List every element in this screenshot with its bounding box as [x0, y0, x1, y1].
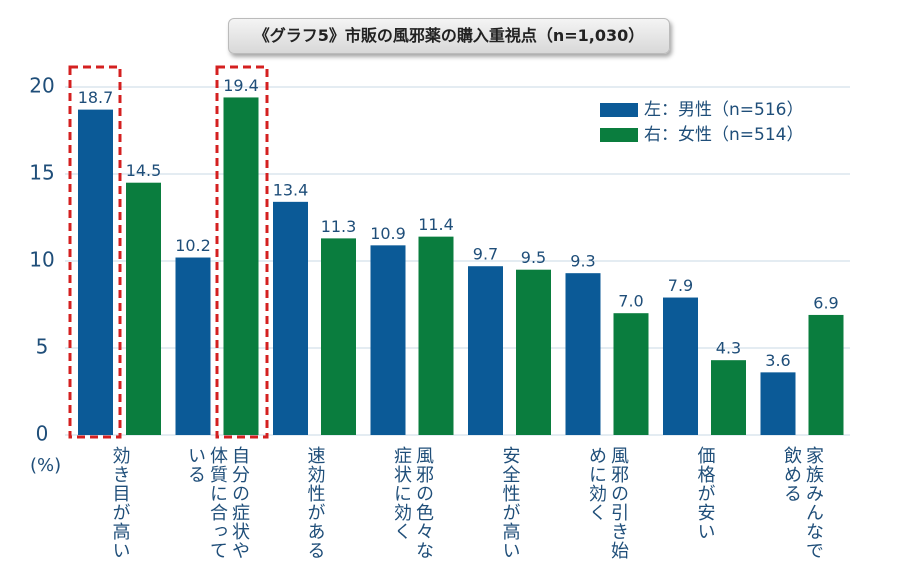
value-label: 19.4 [223, 76, 259, 95]
bar [663, 297, 698, 435]
y-tick-label: 20 [29, 74, 54, 98]
value-label: 10.9 [370, 224, 406, 243]
value-label: 18.7 [78, 88, 114, 107]
value-label: 10.2 [175, 236, 211, 255]
bar [273, 201, 308, 435]
bar [321, 238, 356, 435]
highlight-box [68, 65, 122, 439]
bar [613, 313, 649, 435]
x-tick-label: 効き目が高い [109, 446, 131, 560]
value-label: 9.3 [570, 252, 595, 271]
y-tick-label: 15 [29, 161, 54, 185]
y-tick-label: 10 [29, 248, 54, 272]
legend-label: 右：女性（n=514） [644, 125, 803, 145]
legend-label: 左：男性（n=516） [644, 100, 803, 120]
bar [126, 182, 161, 435]
y-tick-label: 5 [36, 335, 49, 359]
legend-swatch [600, 103, 638, 117]
bar [516, 269, 551, 435]
bar [370, 245, 406, 435]
value-label: 9.5 [521, 248, 546, 267]
bar [223, 97, 259, 435]
value-label: 6.9 [813, 293, 838, 312]
bar [808, 314, 844, 435]
value-label: 11.4 [418, 215, 454, 234]
y-unit: (%) [30, 455, 61, 476]
bar [565, 273, 601, 435]
bar [78, 109, 113, 436]
x-tick-label: 価格が安い [694, 446, 716, 541]
x-tick-label: 自分の症状や体質に合っている [185, 446, 250, 560]
highlight-box [215, 65, 269, 439]
bar [468, 266, 503, 435]
value-label: 11.3 [321, 217, 357, 236]
bar [175, 257, 211, 435]
value-label: 7.9 [668, 276, 693, 295]
value-label: 14.5 [126, 161, 162, 180]
bar [418, 236, 454, 435]
x-tick-label: 家族みんなで飲める [781, 446, 824, 560]
x-tick-label: 風邪の引き始めに効く [586, 446, 629, 560]
x-tick-label: 速効性がある [304, 446, 326, 560]
chart-title: 《グラフ5》市販の風邪薬の購入重視点（n=1,030） [228, 18, 670, 54]
bar [760, 372, 796, 435]
x-tick-label: 安全性が高い [499, 446, 521, 560]
legend-swatch [600, 128, 638, 142]
value-label: 9.7 [473, 245, 498, 264]
value-label: 3.6 [765, 351, 790, 370]
bar [711, 360, 746, 435]
x-tick-label: 風邪の色々な症状に効く [391, 446, 434, 560]
value-label: 13.4 [273, 180, 309, 199]
value-label: 7.0 [618, 292, 643, 311]
value-label: 4.3 [716, 339, 741, 358]
y-tick-label: 0 [36, 422, 49, 446]
